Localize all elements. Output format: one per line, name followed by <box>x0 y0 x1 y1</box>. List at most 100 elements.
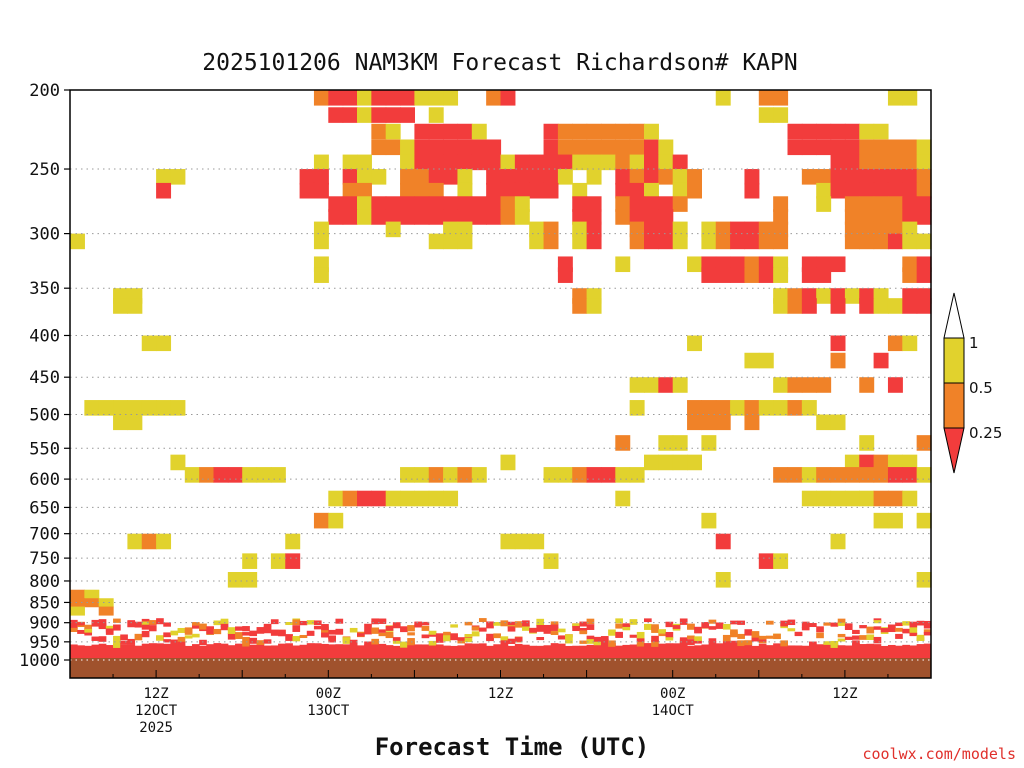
y-tick-label: 550 <box>29 439 60 459</box>
pbl-cell <box>134 645 143 662</box>
pbl-cell <box>220 621 229 627</box>
colorbar-bin <box>943 337 965 384</box>
pbl-cell <box>471 631 480 637</box>
richardson-cell <box>730 233 746 250</box>
richardson-cell <box>859 435 875 451</box>
richardson-cell <box>844 196 860 212</box>
pbl-cell <box>141 643 150 660</box>
pbl-cell <box>565 645 573 662</box>
richardson-cell <box>844 123 860 140</box>
richardson-cell <box>773 467 789 483</box>
richardson-cell <box>170 454 186 471</box>
pbl-cell <box>450 645 458 662</box>
richardson-cell <box>371 490 387 507</box>
pbl-cell <box>371 618 380 623</box>
colorbar: 1 0.5 0.25 <box>943 292 1002 474</box>
pbl-cell <box>120 640 128 644</box>
richardson-cell <box>873 123 889 140</box>
y-tick-label: 400 <box>29 326 60 346</box>
pbl-cell <box>557 635 566 640</box>
richardson-cell <box>830 154 846 171</box>
richardson-cell <box>357 209 372 225</box>
richardson-cell <box>557 267 573 283</box>
pbl-cell <box>694 645 702 662</box>
richardson-cell <box>701 400 717 416</box>
x-tick-label: 12Z <box>832 686 857 702</box>
pbl-cell <box>708 638 717 643</box>
pbl-cell <box>830 640 839 648</box>
y-tick-label: 800 <box>29 572 60 592</box>
richardson-cell <box>844 454 860 471</box>
richardson-cell <box>715 90 731 106</box>
richardson-cell <box>873 182 889 199</box>
richardson-cell <box>916 182 932 199</box>
richardson-cell <box>916 298 932 314</box>
richardson-cell <box>615 196 631 212</box>
pbl-cell <box>514 637 523 642</box>
richardson-cell <box>629 169 645 185</box>
richardson-cell <box>816 490 832 507</box>
pbl-cell <box>98 643 107 660</box>
richardson-cell <box>486 209 502 225</box>
pbl-cell <box>349 627 358 633</box>
pbl-cell <box>751 645 760 662</box>
pbl-cell <box>443 645 451 662</box>
richardson-cell <box>859 182 875 199</box>
richardson-cell <box>787 123 803 140</box>
richardson-cell <box>486 139 502 156</box>
pbl-cell <box>543 624 552 631</box>
richardson-cell <box>572 233 588 250</box>
pbl-cell <box>163 639 171 643</box>
pbl-cell <box>916 644 925 661</box>
pbl-cell <box>859 625 867 629</box>
pbl-cell <box>837 618 846 624</box>
richardson-cell <box>902 139 918 156</box>
richardson-cell <box>270 467 286 483</box>
pbl-cell <box>636 641 645 647</box>
richardson-cell <box>902 182 918 199</box>
pbl-cell <box>84 624 93 629</box>
pbl-cell <box>765 645 774 662</box>
pbl-cell <box>493 622 501 626</box>
richardson-cell <box>428 90 444 106</box>
pbl-cell <box>687 635 695 639</box>
pbl-cell <box>428 633 437 637</box>
richardson-cell <box>816 123 832 140</box>
richardson-cell <box>644 454 659 471</box>
pbl-cell <box>608 629 616 636</box>
richardson-cell <box>701 512 717 529</box>
pbl-cell <box>644 643 652 660</box>
pbl-cell <box>256 640 265 645</box>
heatmap-cells <box>70 90 932 588</box>
richardson-cell <box>342 90 358 106</box>
richardson-cell <box>658 435 674 451</box>
chart-title: 2025101206 NAM3KM Forecast Richardson# K… <box>202 50 798 76</box>
pbl-cell <box>400 641 408 648</box>
richardson-cell <box>758 267 774 283</box>
pbl-cell <box>679 618 688 625</box>
pbl-cell <box>249 637 258 644</box>
pbl-cell <box>722 640 731 646</box>
pbl-cell <box>679 643 688 660</box>
pbl-cell <box>586 635 595 641</box>
richardson-cell <box>830 256 846 273</box>
pbl-cell <box>873 644 882 661</box>
richardson-cell <box>916 233 932 250</box>
pbl-cell <box>737 640 745 647</box>
richardson-cell <box>615 169 631 185</box>
richardson-cell <box>242 572 258 588</box>
richardson-cell <box>830 490 846 507</box>
richardson-cell <box>758 221 774 238</box>
pbl-cell <box>91 636 100 641</box>
richardson-cell <box>586 169 602 185</box>
richardson-cell <box>113 400 128 416</box>
pbl-cell <box>199 623 207 630</box>
y-tick-label: 950 <box>29 633 60 653</box>
pbl-cell <box>292 645 301 662</box>
richardson-cell <box>844 139 860 156</box>
richardson-cell <box>184 467 200 483</box>
richardson-cell <box>529 182 545 199</box>
pbl-cell <box>278 629 286 635</box>
richardson-cell <box>457 196 473 212</box>
pbl-cell <box>385 631 394 639</box>
